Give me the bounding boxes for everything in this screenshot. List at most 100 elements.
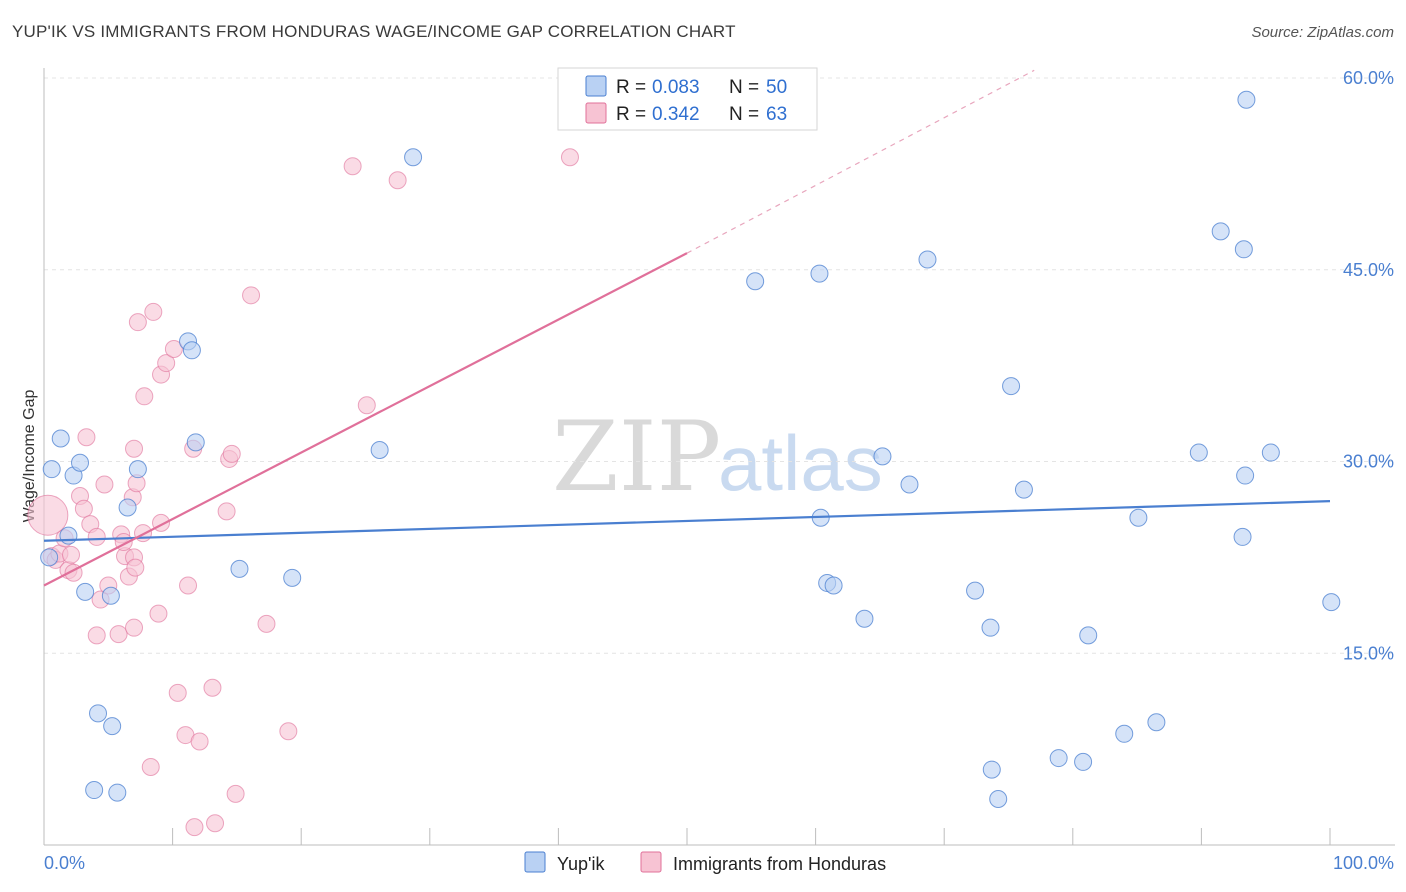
yupik-point bbox=[108, 783, 127, 802]
x-tick-label-1: 100.0% bbox=[1333, 853, 1394, 873]
honduras-point bbox=[203, 678, 222, 697]
watermark-atlas: atlas bbox=[718, 419, 883, 507]
y-tick-label-0: 15.0% bbox=[1343, 643, 1394, 663]
bottom-legend-swatch-yupik bbox=[524, 851, 546, 873]
legend-r-label-1: R = bbox=[616, 104, 646, 125]
legend-n-label-0: N = bbox=[729, 77, 759, 98]
honduras-point bbox=[126, 558, 145, 577]
yupik-point bbox=[900, 475, 919, 494]
legend-swatch-yupik bbox=[585, 75, 607, 97]
yupik-point bbox=[1261, 443, 1280, 462]
yupik-point bbox=[873, 447, 892, 466]
yupik-point bbox=[71, 453, 90, 472]
yupik-point bbox=[51, 429, 70, 448]
honduras-point bbox=[62, 545, 81, 564]
yupik-point bbox=[810, 264, 829, 283]
yupik-trend-line bbox=[43, 500, 1331, 542]
chart-title: YUP'IK VS IMMIGRANTS FROM HONDURAS WAGE/… bbox=[12, 22, 736, 41]
honduras-point bbox=[27, 494, 69, 536]
yupik-point bbox=[1074, 752, 1093, 771]
honduras-point bbox=[357, 396, 376, 415]
legend: R = 0.083 N = 50 R = 0.342 N = 63 bbox=[557, 67, 818, 131]
yupik-point bbox=[103, 717, 122, 736]
honduras-point bbox=[125, 439, 144, 458]
yupik-point bbox=[85, 781, 104, 800]
legend-r-label-0: R = bbox=[616, 77, 646, 98]
honduras-point bbox=[135, 387, 154, 406]
honduras-point bbox=[95, 475, 114, 494]
bottom-legend-label-yupik: Yup'ik bbox=[557, 854, 605, 874]
yupik-point bbox=[982, 760, 1001, 779]
yupik-points bbox=[40, 90, 1341, 808]
yupik-point bbox=[746, 272, 765, 291]
honduras-point bbox=[206, 814, 225, 833]
trend-lines bbox=[43, 69, 1331, 587]
yupik-point bbox=[855, 609, 874, 628]
honduras-trend-line bbox=[43, 252, 688, 587]
yupik-point bbox=[186, 433, 205, 452]
legend-n-value-0: 50 bbox=[766, 77, 787, 98]
legend-n-value-1: 63 bbox=[766, 104, 787, 125]
honduras-point bbox=[144, 302, 163, 321]
yupik-point bbox=[1002, 377, 1021, 396]
yupik-point bbox=[824, 576, 843, 595]
x-tick-label-0: 0.0% bbox=[44, 853, 85, 873]
yupik-point bbox=[966, 581, 985, 600]
legend-swatch-honduras bbox=[585, 102, 607, 124]
honduras-point bbox=[242, 286, 261, 305]
chart-source: Source: ZipAtlas.com bbox=[1251, 24, 1394, 41]
y-tick-label-2: 45.0% bbox=[1343, 260, 1394, 280]
yupik-point bbox=[1129, 508, 1148, 527]
yupik-point bbox=[42, 460, 61, 479]
honduras-point bbox=[164, 340, 183, 359]
legend-n-label-1: N = bbox=[729, 104, 759, 125]
honduras-point bbox=[141, 758, 160, 777]
yupik-point bbox=[918, 250, 937, 269]
honduras-point bbox=[109, 625, 128, 644]
yupik-point bbox=[989, 789, 1008, 808]
yupik-point bbox=[101, 586, 120, 605]
honduras-point bbox=[87, 626, 106, 645]
honduras-point bbox=[87, 527, 106, 546]
yupik-point bbox=[89, 704, 108, 723]
yupik-point bbox=[1233, 527, 1252, 546]
yupik-point bbox=[1189, 443, 1208, 462]
axes bbox=[43, 68, 1395, 846]
honduras-point bbox=[157, 354, 176, 373]
honduras-point bbox=[560, 148, 579, 167]
y-tick-label-1: 30.0% bbox=[1343, 452, 1394, 472]
yupik-point bbox=[1322, 593, 1341, 612]
honduras-point bbox=[125, 618, 144, 637]
yupik-point bbox=[118, 498, 137, 517]
yupik-point bbox=[1237, 90, 1256, 109]
honduras-point bbox=[128, 313, 147, 332]
yupik-point bbox=[1014, 480, 1033, 499]
yupik-point bbox=[182, 341, 201, 360]
yupik-point bbox=[981, 618, 1000, 637]
x-tick-marks bbox=[172, 828, 1331, 845]
yupik-point bbox=[230, 559, 249, 578]
legend-r-value-0: 0.083 bbox=[652, 77, 700, 98]
y-tick-label-3: 60.0% bbox=[1343, 68, 1394, 88]
honduras-point bbox=[217, 502, 236, 521]
honduras-point bbox=[226, 784, 245, 803]
honduras-point bbox=[74, 499, 93, 518]
yupik-point bbox=[59, 526, 78, 545]
honduras-point bbox=[179, 576, 198, 595]
bottom-legend-swatch-honduras bbox=[640, 851, 662, 873]
yupik-point bbox=[283, 568, 302, 587]
watermark-zip: ZIP bbox=[552, 401, 721, 513]
yupik-point bbox=[370, 440, 389, 459]
honduras-point bbox=[257, 614, 276, 633]
honduras-point bbox=[149, 604, 168, 623]
y-tick-labels: 15.0% 30.0% 45.0% 60.0% bbox=[1343, 68, 1394, 663]
yupik-point bbox=[1234, 240, 1253, 259]
yupik-point bbox=[1049, 749, 1068, 768]
y-axis-label: Wage/Income Gap bbox=[21, 390, 38, 523]
yupik-point bbox=[404, 148, 423, 167]
honduras-point bbox=[222, 444, 241, 463]
yupik-point bbox=[1211, 222, 1230, 241]
honduras-point bbox=[279, 722, 298, 741]
yupik-point bbox=[76, 582, 95, 601]
bottom-legend: Yup'ik Immigrants from Honduras bbox=[524, 851, 886, 874]
